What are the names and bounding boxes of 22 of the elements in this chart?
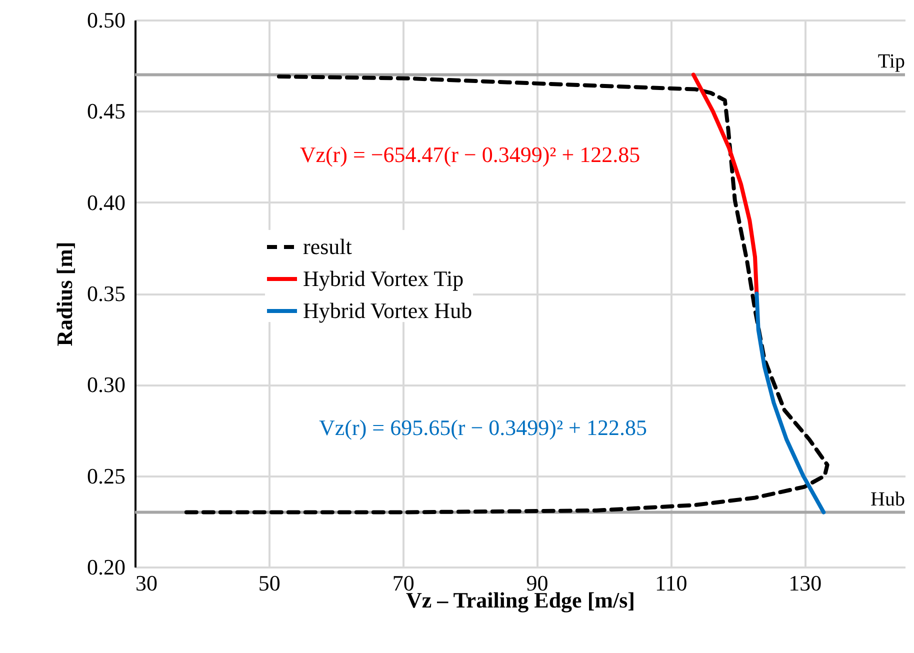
ref-line-label: Tip bbox=[878, 50, 905, 73]
x-tick-label: 130 bbox=[788, 570, 822, 596]
line-series bbox=[754, 292, 826, 514]
y-tick-label: 0.35 bbox=[87, 281, 126, 306]
legend-label: Hybrid Vortex Hub bbox=[303, 298, 472, 323]
ref-line-label: Hub bbox=[870, 488, 905, 510]
legend-label: Hybrid Vortex Tip bbox=[303, 266, 464, 291]
y-tick-label: 0.45 bbox=[87, 98, 126, 124]
annotation: Vz(r) = −654.47(r − 0.3499)² + 122.85 bbox=[300, 142, 640, 167]
line-series bbox=[182, 74, 830, 514]
x-tick-label: 30 bbox=[136, 570, 158, 596]
x-tick-label: 110 bbox=[655, 570, 688, 596]
y-tick-label: 0.40 bbox=[87, 190, 126, 215]
legend-label: result bbox=[303, 234, 352, 259]
y-tick-label: 0.20 bbox=[87, 554, 126, 580]
y-tick-label: 0.50 bbox=[87, 8, 126, 32]
y-axis-title: Radius [m] bbox=[52, 242, 77, 346]
y-tick-label: 0.30 bbox=[87, 372, 126, 398]
x-tick-label: 50 bbox=[258, 570, 280, 596]
annotation: Vz(r) = 695.65(r − 0.3499)² + 122.85 bbox=[319, 415, 647, 440]
line-series bbox=[691, 72, 759, 296]
y-tick-label: 0.25 bbox=[87, 463, 126, 488]
